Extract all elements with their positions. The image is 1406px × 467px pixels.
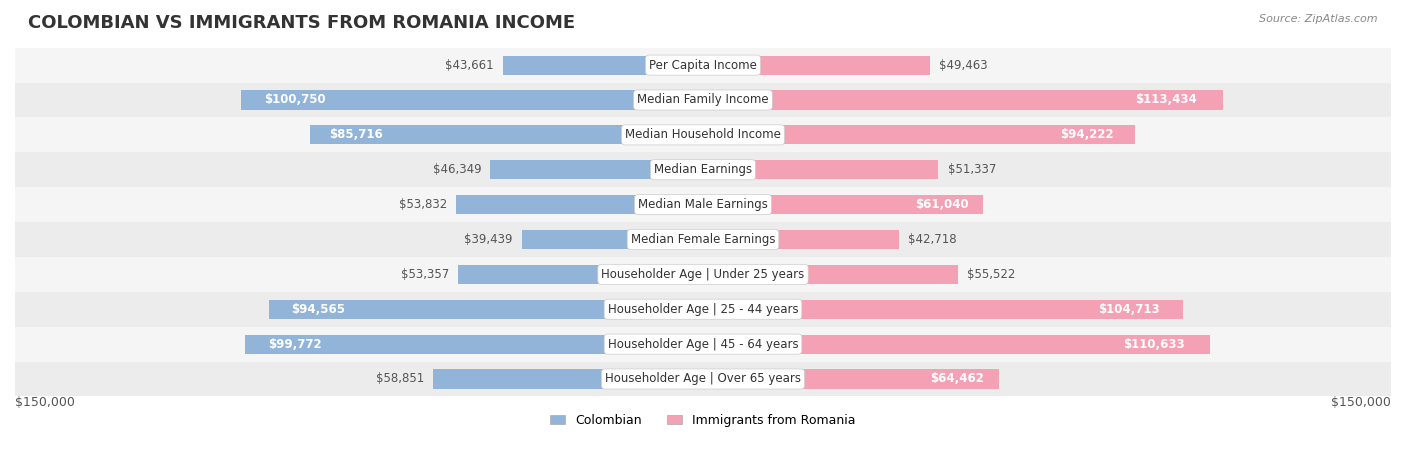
FancyBboxPatch shape	[270, 300, 703, 319]
Text: $53,832: $53,832	[399, 198, 447, 211]
FancyBboxPatch shape	[703, 56, 929, 75]
Text: $85,716: $85,716	[329, 128, 384, 142]
Text: Median Household Income: Median Household Income	[626, 128, 780, 142]
FancyBboxPatch shape	[522, 230, 703, 249]
Text: $51,337: $51,337	[948, 163, 995, 176]
Text: Median Family Income: Median Family Income	[637, 93, 769, 106]
Text: Source: ZipAtlas.com: Source: ZipAtlas.com	[1260, 14, 1378, 24]
FancyBboxPatch shape	[703, 195, 983, 214]
FancyBboxPatch shape	[703, 91, 1223, 110]
FancyBboxPatch shape	[15, 187, 1391, 222]
FancyBboxPatch shape	[15, 361, 1391, 396]
Text: COLOMBIAN VS IMMIGRANTS FROM ROMANIA INCOME: COLOMBIAN VS IMMIGRANTS FROM ROMANIA INC…	[28, 14, 575, 32]
Text: $58,851: $58,851	[375, 373, 423, 385]
Text: $53,357: $53,357	[401, 268, 449, 281]
FancyBboxPatch shape	[503, 56, 703, 75]
FancyBboxPatch shape	[240, 91, 703, 110]
Text: Median Female Earnings: Median Female Earnings	[631, 233, 775, 246]
Text: Householder Age | Over 65 years: Householder Age | Over 65 years	[605, 373, 801, 385]
FancyBboxPatch shape	[15, 83, 1391, 117]
FancyBboxPatch shape	[703, 300, 1184, 319]
Text: $94,222: $94,222	[1060, 128, 1114, 142]
Text: Per Capita Income: Per Capita Income	[650, 59, 756, 71]
Text: $64,462: $64,462	[929, 373, 984, 385]
Text: $42,718: $42,718	[908, 233, 956, 246]
FancyBboxPatch shape	[458, 265, 703, 284]
Text: $113,434: $113,434	[1136, 93, 1198, 106]
Text: $100,750: $100,750	[264, 93, 326, 106]
Text: $94,565: $94,565	[291, 303, 344, 316]
Text: $110,633: $110,633	[1123, 338, 1185, 351]
FancyBboxPatch shape	[491, 160, 703, 179]
FancyBboxPatch shape	[456, 195, 703, 214]
FancyBboxPatch shape	[15, 152, 1391, 187]
FancyBboxPatch shape	[703, 334, 1211, 354]
FancyBboxPatch shape	[703, 125, 1135, 144]
FancyBboxPatch shape	[703, 230, 898, 249]
FancyBboxPatch shape	[309, 125, 703, 144]
FancyBboxPatch shape	[703, 160, 938, 179]
Text: $150,000: $150,000	[15, 396, 75, 410]
FancyBboxPatch shape	[15, 222, 1391, 257]
Text: Median Male Earnings: Median Male Earnings	[638, 198, 768, 211]
Text: $46,349: $46,349	[433, 163, 481, 176]
FancyBboxPatch shape	[703, 369, 998, 389]
Text: $99,772: $99,772	[269, 338, 322, 351]
FancyBboxPatch shape	[433, 369, 703, 389]
Text: Householder Age | Under 25 years: Householder Age | Under 25 years	[602, 268, 804, 281]
Text: Householder Age | 25 - 44 years: Householder Age | 25 - 44 years	[607, 303, 799, 316]
Legend: Colombian, Immigrants from Romania: Colombian, Immigrants from Romania	[546, 409, 860, 432]
Text: $150,000: $150,000	[1331, 396, 1391, 410]
FancyBboxPatch shape	[15, 48, 1391, 83]
Text: $104,713: $104,713	[1098, 303, 1160, 316]
FancyBboxPatch shape	[703, 265, 957, 284]
FancyBboxPatch shape	[15, 327, 1391, 361]
FancyBboxPatch shape	[15, 257, 1391, 292]
Text: $43,661: $43,661	[444, 59, 494, 71]
Text: $49,463: $49,463	[939, 59, 987, 71]
FancyBboxPatch shape	[15, 117, 1391, 152]
FancyBboxPatch shape	[246, 334, 703, 354]
Text: $61,040: $61,040	[915, 198, 969, 211]
Text: Householder Age | 45 - 64 years: Householder Age | 45 - 64 years	[607, 338, 799, 351]
Text: $39,439: $39,439	[464, 233, 513, 246]
Text: $55,522: $55,522	[967, 268, 1015, 281]
FancyBboxPatch shape	[15, 292, 1391, 327]
Text: Median Earnings: Median Earnings	[654, 163, 752, 176]
